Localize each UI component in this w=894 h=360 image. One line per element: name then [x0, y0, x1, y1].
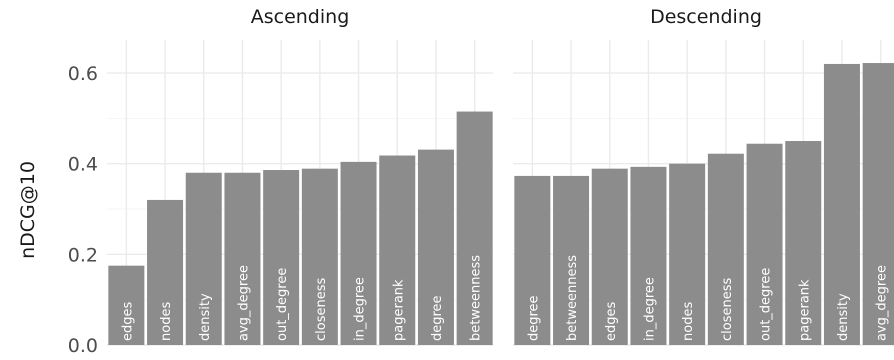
bar-label: in_degree: [353, 277, 368, 341]
bar: [823, 63, 860, 345]
bar: [514, 175, 551, 345]
bar-label: avg_degree: [875, 265, 890, 341]
bar: [185, 172, 222, 345]
bar-label: closeness: [314, 278, 329, 341]
bar: [379, 155, 416, 345]
panel-title-descending: Descending: [650, 6, 762, 28]
bar: [340, 161, 377, 345]
bar: [456, 111, 493, 345]
bar-label: edges: [604, 302, 619, 342]
bar: [417, 149, 454, 345]
bar: [224, 172, 261, 345]
y-tick-label: 0.6: [68, 63, 98, 85]
bar: [553, 175, 590, 345]
bar: [785, 141, 822, 345]
panel-descending: Descending degree betweenness edges in_degr…: [513, 6, 894, 346]
y-tick-label: 0.4: [68, 154, 98, 176]
bar-label: betweenness: [565, 255, 580, 341]
bar: [301, 168, 338, 345]
y-tick-label: 0.0: [68, 335, 98, 357]
y-tick-label: 0.2: [68, 244, 98, 266]
y-axis-ticks: 0.0 0.2 0.4 0.6: [68, 63, 98, 357]
bar-label: betweenness: [469, 255, 484, 341]
panel-title-ascending: Ascending: [251, 6, 350, 28]
bar-label: pagerank: [797, 279, 812, 341]
y-axis-title: nDCG@10: [17, 161, 39, 259]
bar-label: out_degree: [759, 268, 774, 341]
bar: [630, 166, 667, 345]
bar-label: in_degree: [642, 277, 657, 341]
bar: [746, 143, 783, 345]
bar-label: pagerank: [391, 279, 406, 341]
bar: [669, 163, 706, 345]
bar-label: nodes: [681, 302, 696, 341]
bar: [108, 265, 145, 345]
bar: [862, 63, 894, 346]
bar: [147, 199, 184, 345]
bar: [591, 168, 628, 345]
bar: [707, 153, 744, 345]
bar: [263, 170, 300, 345]
bar-label: density: [198, 293, 213, 341]
bar-label: avg_degree: [236, 265, 251, 341]
panel-ascending: Ascending edges nodes density avg_degree out…: [107, 6, 493, 346]
bar-label: degree: [430, 295, 445, 341]
bar-label: out_degree: [275, 268, 290, 341]
bar-label: nodes: [159, 302, 174, 341]
bar-label: degree: [526, 295, 541, 341]
bar-label: edges: [120, 302, 135, 342]
bar-label: density: [836, 293, 851, 341]
bar-label: closeness: [720, 278, 735, 341]
